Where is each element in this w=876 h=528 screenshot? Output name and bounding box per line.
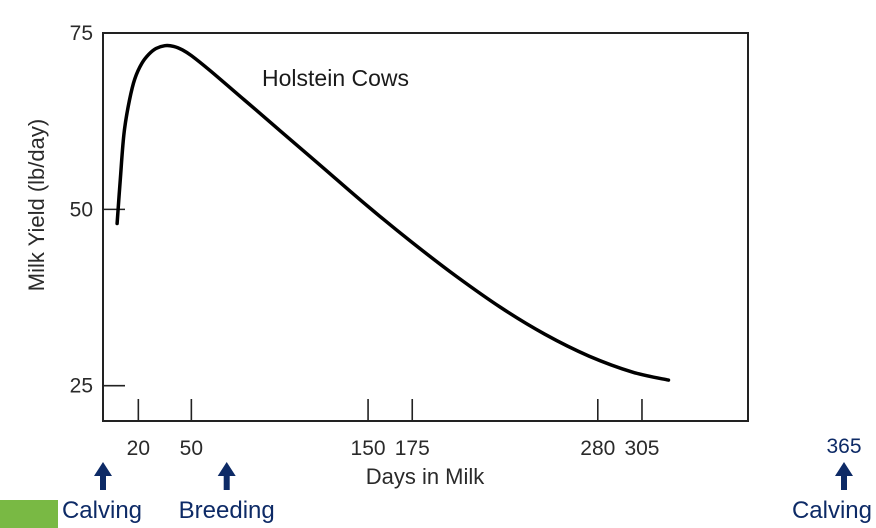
arrow-up-icon xyxy=(835,462,853,490)
x-tick-label: 20 xyxy=(127,437,150,460)
reproductive-events: Calving Breeding 365 Calving xyxy=(62,435,872,524)
event-day-label: 365 xyxy=(826,435,861,458)
event-marker: Calving xyxy=(62,462,142,524)
series-annotation: Holstein Cows xyxy=(262,65,409,91)
series-line-holstein-cows xyxy=(115,43,671,382)
arrow-up-icon xyxy=(94,462,112,490)
y-axis-ticks: 25 50 75 xyxy=(70,22,125,398)
x-tick-label: 305 xyxy=(624,437,659,460)
event-marker: 365 Calving xyxy=(792,435,872,524)
x-axis-title: Days in Milk xyxy=(366,464,486,489)
event-label: Calving xyxy=(792,497,872,524)
x-axis-ticks: 20 50 150 175 280 305 xyxy=(127,399,659,460)
arrow-up-icon xyxy=(217,462,236,490)
plot-frame xyxy=(102,32,749,422)
event-marker: Breeding xyxy=(179,462,275,524)
x-tick-label: 280 xyxy=(580,437,615,460)
event-label: Breeding xyxy=(179,497,275,524)
event-label: Calving xyxy=(62,497,142,524)
y-axis-title: Milk Yield (lb/day) xyxy=(24,119,49,291)
y-tick-label: 75 xyxy=(70,22,93,45)
y-tick-label: 50 xyxy=(70,198,93,221)
footer-green-bar xyxy=(0,500,58,528)
y-tick-label: 25 xyxy=(70,375,93,398)
x-tick-label: 150 xyxy=(351,437,386,460)
x-tick-label: 175 xyxy=(395,437,430,460)
x-tick-label: 50 xyxy=(180,437,203,460)
